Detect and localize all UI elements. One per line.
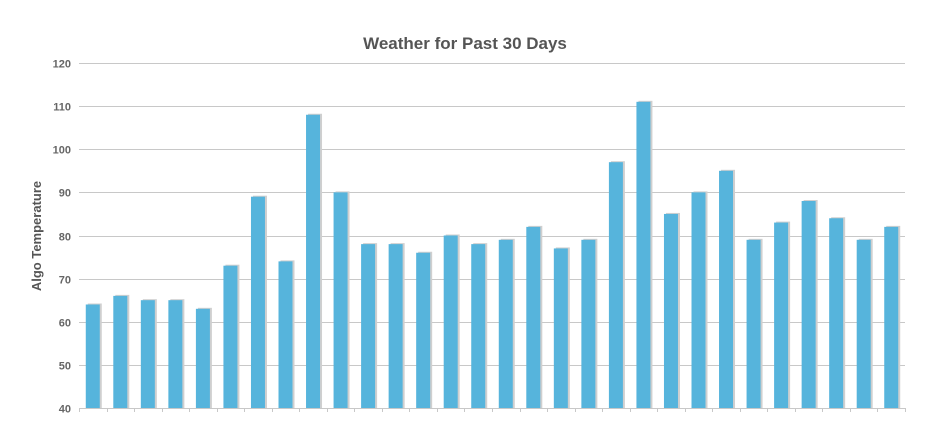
bar-24 (719, 170, 734, 408)
bar-27 (801, 201, 816, 408)
bar-12 (388, 244, 403, 408)
bar-22 (663, 213, 678, 408)
y-tick-label-60: 60 (59, 318, 71, 330)
chart-title: Weather for Past 30 Days (363, 34, 567, 53)
y-tick-label-40: 40 (59, 404, 71, 416)
grid-lines (79, 63, 905, 409)
y-tick-label-120: 120 (53, 59, 71, 71)
y-tick-label-50: 50 (59, 361, 71, 373)
y-tick-label-110: 110 (53, 102, 71, 114)
bar-16 (498, 239, 513, 408)
bar-30 (884, 226, 899, 408)
bar-11 (361, 244, 376, 408)
bar-26 (774, 222, 789, 408)
bar-17 (526, 226, 541, 408)
bar-15 (471, 244, 486, 408)
bar-1 (85, 304, 100, 408)
bar-13 (416, 252, 431, 408)
bar-7 (250, 196, 265, 408)
bar-21 (636, 101, 651, 408)
bar-23 (691, 192, 706, 408)
bar-18 (553, 248, 568, 408)
x-ticks (79, 408, 906, 412)
bar-19 (581, 239, 596, 408)
y-tick-label-100: 100 (53, 145, 71, 157)
y-tick-label-70: 70 (59, 275, 71, 287)
bar-25 (746, 239, 761, 408)
bar-2 (113, 295, 128, 408)
y-tick-label-80: 80 (59, 232, 71, 244)
bar-29 (856, 239, 871, 408)
bar-20 (608, 162, 623, 408)
bar-5 (195, 308, 210, 408)
bar-3 (140, 300, 155, 408)
y-tick-labels: 40 50 60 70 80 90 100 110 120 (53, 59, 71, 416)
bar-10 (333, 192, 348, 408)
bar-14 (443, 235, 458, 408)
y-tick-label-90: 90 (59, 188, 71, 200)
y-axis-label: Algo Temperature (29, 181, 44, 291)
bars (85, 100, 901, 408)
bar-8 (278, 261, 293, 408)
bar-9 (306, 114, 321, 408)
bar-4 (168, 300, 183, 408)
bar-6 (223, 265, 238, 408)
bar-28 (829, 218, 844, 408)
